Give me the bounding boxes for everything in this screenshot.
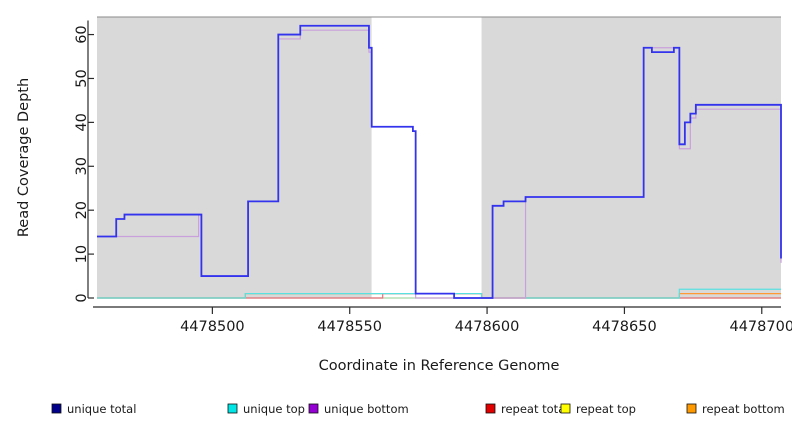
y-tick-label-10: 10 [74,245,90,263]
legend-label-unique-top: unique top [243,402,305,416]
y-tick-label-40: 40 [74,113,90,131]
x-tick-label-4478600: 4478600 [455,319,520,335]
x-tick-label-4478650: 4478650 [592,319,657,335]
series-line-unique-top [97,288,781,299]
y-tick-label-0: 0 [74,293,90,302]
x-tick-label-4478700: 4478700 [729,319,792,335]
legend-label-repeat-total: repeat total [501,402,568,416]
y-tick-label-30: 30 [74,157,90,175]
legend-swatch-unique-total [51,403,62,414]
legend-swatch-repeat-top [560,403,571,414]
x-axis-label: Coordinate in Reference Genome [319,358,560,374]
legend-swatch-repeat-bottom [686,403,697,414]
region-covered-left [97,17,372,298]
y-tick-label-50: 50 [74,69,90,87]
legend-label-repeat-top: repeat top [576,402,636,416]
x-tick-label-4478550: 4478550 [317,319,382,335]
region-covered-right [481,17,781,298]
legend-label-repeat-bottom: repeat bottom [702,402,785,416]
legend-swatch-unique-top [227,403,238,414]
x-tick-label-4478500: 4478500 [180,319,245,335]
y-tick-label-20: 20 [74,201,90,219]
series-line-unique-total [97,24,782,299]
y-axis-label: Read Coverage Depth [16,78,32,237]
legend-swatch-unique-bottom [308,403,319,414]
region-uncovered-gap [371,17,482,298]
legend-swatch-repeat-total [485,403,496,414]
legend-label-unique-total: unique total [67,402,136,416]
legend-label-unique-bottom: unique bottom [324,402,409,416]
y-tick-label-60: 60 [74,25,90,43]
